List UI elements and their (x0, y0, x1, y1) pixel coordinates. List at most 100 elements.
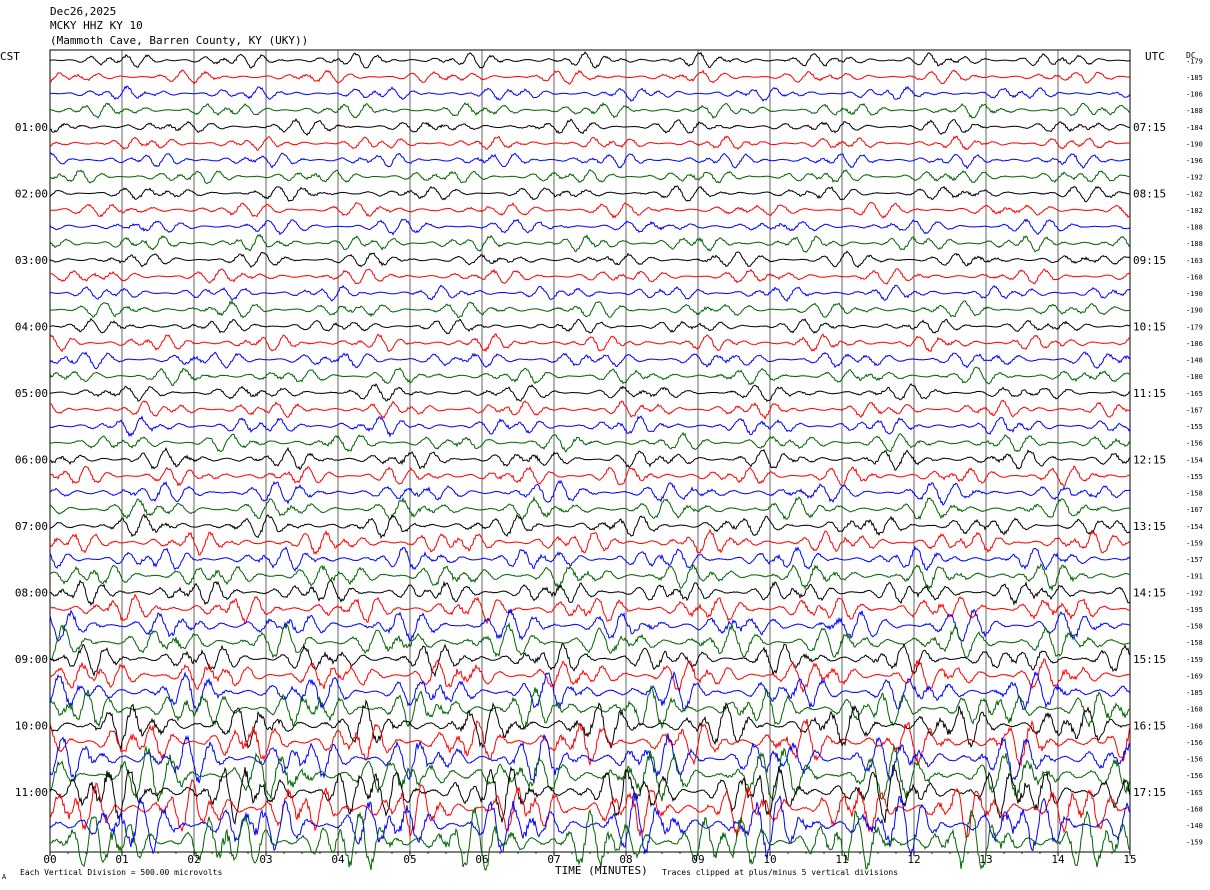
cst-hour-label: 01:00 (15, 121, 48, 134)
utc-hour-label: 15:15 (1133, 653, 1166, 666)
seismic-trace (49, 135, 1131, 151)
dc-offset-label: -165 (1186, 390, 1203, 398)
dc-offset-label: -185 (1186, 689, 1203, 697)
seismic-trace (49, 563, 1131, 592)
dc-offset-label: -179 (1186, 323, 1203, 331)
dc-offset-label: -188 (1186, 240, 1203, 248)
seismic-trace (49, 218, 1131, 236)
dc-offset-label: -154 (1186, 523, 1203, 531)
dc-offset-label: -156 (1186, 756, 1203, 764)
dc-offset-label: -192 (1186, 589, 1203, 597)
utc-hour-label: 09:15 (1133, 254, 1166, 267)
x-tick-label: 13 (979, 853, 992, 866)
seismic-trace (49, 699, 1131, 751)
left-zone-label: CST (0, 50, 20, 63)
seismic-trace (49, 117, 1131, 136)
dc-offset-label: -156 (1186, 772, 1203, 780)
x-tick-label: 07 (547, 853, 560, 866)
x-tick-label: 09 (691, 853, 704, 866)
seismic-trace (49, 201, 1131, 219)
dc-offset-label: -192 (1186, 174, 1203, 182)
x-tick-label: 06 (475, 853, 488, 866)
x-tick-label: 04 (331, 853, 345, 866)
dc-offset-label: -159 (1186, 656, 1203, 664)
dc-offset-label: -188 (1186, 107, 1203, 115)
cst-hour-label: 10:00 (15, 719, 48, 732)
x-tick-label: 08 (619, 853, 632, 866)
time-labels: 00 01 02 03 04 05 06 07 08 09 10 11 12 13 14 15 -179 -185… (15, 57, 1203, 866)
seismic-trace (49, 333, 1131, 353)
seismic-trace (49, 684, 1131, 730)
dc-offset-label: -180 (1186, 373, 1203, 381)
header-station: MCKY HHZ KY 10 (50, 19, 143, 32)
seismic-trace (50, 268, 1131, 285)
header-date: Dec26,2025 (50, 5, 116, 18)
cst-hour-label: 04:00 (15, 320, 48, 333)
seismic-trace (50, 299, 1131, 319)
utc-hour-label: 17:15 (1133, 786, 1166, 799)
dc-offset-label: -190 (1186, 290, 1203, 298)
seismic-trace (49, 431, 1131, 453)
utc-hour-label: 10:15 (1133, 320, 1166, 333)
seismic-trace (49, 51, 1130, 69)
right-zone-label: UTC (1145, 50, 1165, 63)
seismic-trace (49, 415, 1131, 438)
seismic-trace (49, 807, 1131, 871)
dc-offset-label: -186 (1186, 91, 1203, 99)
seismic-trace (49, 284, 1131, 302)
seismic-trace (49, 528, 1131, 556)
minute-gridlines (49, 49, 1131, 856)
dc-offset-label: -167 (1186, 406, 1203, 414)
dc-offset-label: -158 (1186, 623, 1203, 631)
seismic-trace (49, 152, 1131, 170)
dc-offset-label: -154 (1186, 456, 1203, 464)
cst-hour-label: 07:00 (15, 520, 48, 533)
dc-offset-label: -165 (1186, 789, 1203, 797)
dc-offset-label: -155 (1186, 473, 1203, 481)
x-tick-label: 11 (835, 853, 848, 866)
dc-label: DC (1186, 51, 1196, 60)
cst-hour-label: 02:00 (15, 187, 48, 200)
seismic-trace (49, 792, 1131, 859)
seismic-trace (49, 250, 1131, 269)
seismic-trace (49, 719, 1131, 767)
x-tick-label: 15 (1123, 853, 1136, 866)
utc-hour-label: 07:15 (1133, 121, 1166, 134)
seismic-trace (49, 579, 1131, 607)
dc-offset-label: -158 (1186, 639, 1203, 647)
seismic-trace (49, 513, 1131, 539)
cst-hour-label: 06:00 (15, 453, 48, 466)
seismic-trace (49, 479, 1131, 506)
footer-clip-note: Traces clipped at plus/minus 5 vertical … (662, 868, 898, 877)
dc-offset-label: -196 (1186, 157, 1203, 165)
seismic-trace (50, 764, 1131, 825)
footer-scale-note: Each Vertical Division = 500.00 microvol… (20, 868, 222, 877)
dc-offset-label: -157 (1186, 556, 1203, 564)
cst-hour-label: 08:00 (15, 586, 48, 599)
dc-offset-label: -191 (1186, 573, 1203, 581)
dc-offset-label: -169 (1186, 672, 1203, 680)
dc-offset-label: -140 (1186, 822, 1203, 830)
dc-offset-label: -168 (1186, 805, 1203, 813)
seismic-trace (49, 608, 1131, 643)
dc-offset-label: -158 (1186, 490, 1203, 498)
cst-hour-label: 11:00 (15, 786, 48, 799)
dc-offset-label: -163 (1186, 257, 1203, 265)
dc-offset-label: -186 (1186, 340, 1203, 348)
seismic-trace (49, 85, 1131, 102)
seismic-trace (49, 778, 1131, 839)
seismic-trace (49, 642, 1131, 678)
seismic-trace (49, 465, 1131, 488)
seismic-trace (49, 169, 1131, 185)
x-tick-label: 12 (907, 853, 920, 866)
utc-hour-label: 08:15 (1133, 187, 1166, 200)
x-tick-label: 01 (115, 853, 128, 866)
seismic-trace (49, 593, 1131, 625)
dc-offset-label: -148 (1186, 357, 1203, 365)
dc-offset-label: -188 (1186, 224, 1203, 232)
seismic-trace (49, 69, 1131, 85)
dc-offset-label: -168 (1186, 273, 1203, 281)
seismic-trace (49, 545, 1131, 573)
